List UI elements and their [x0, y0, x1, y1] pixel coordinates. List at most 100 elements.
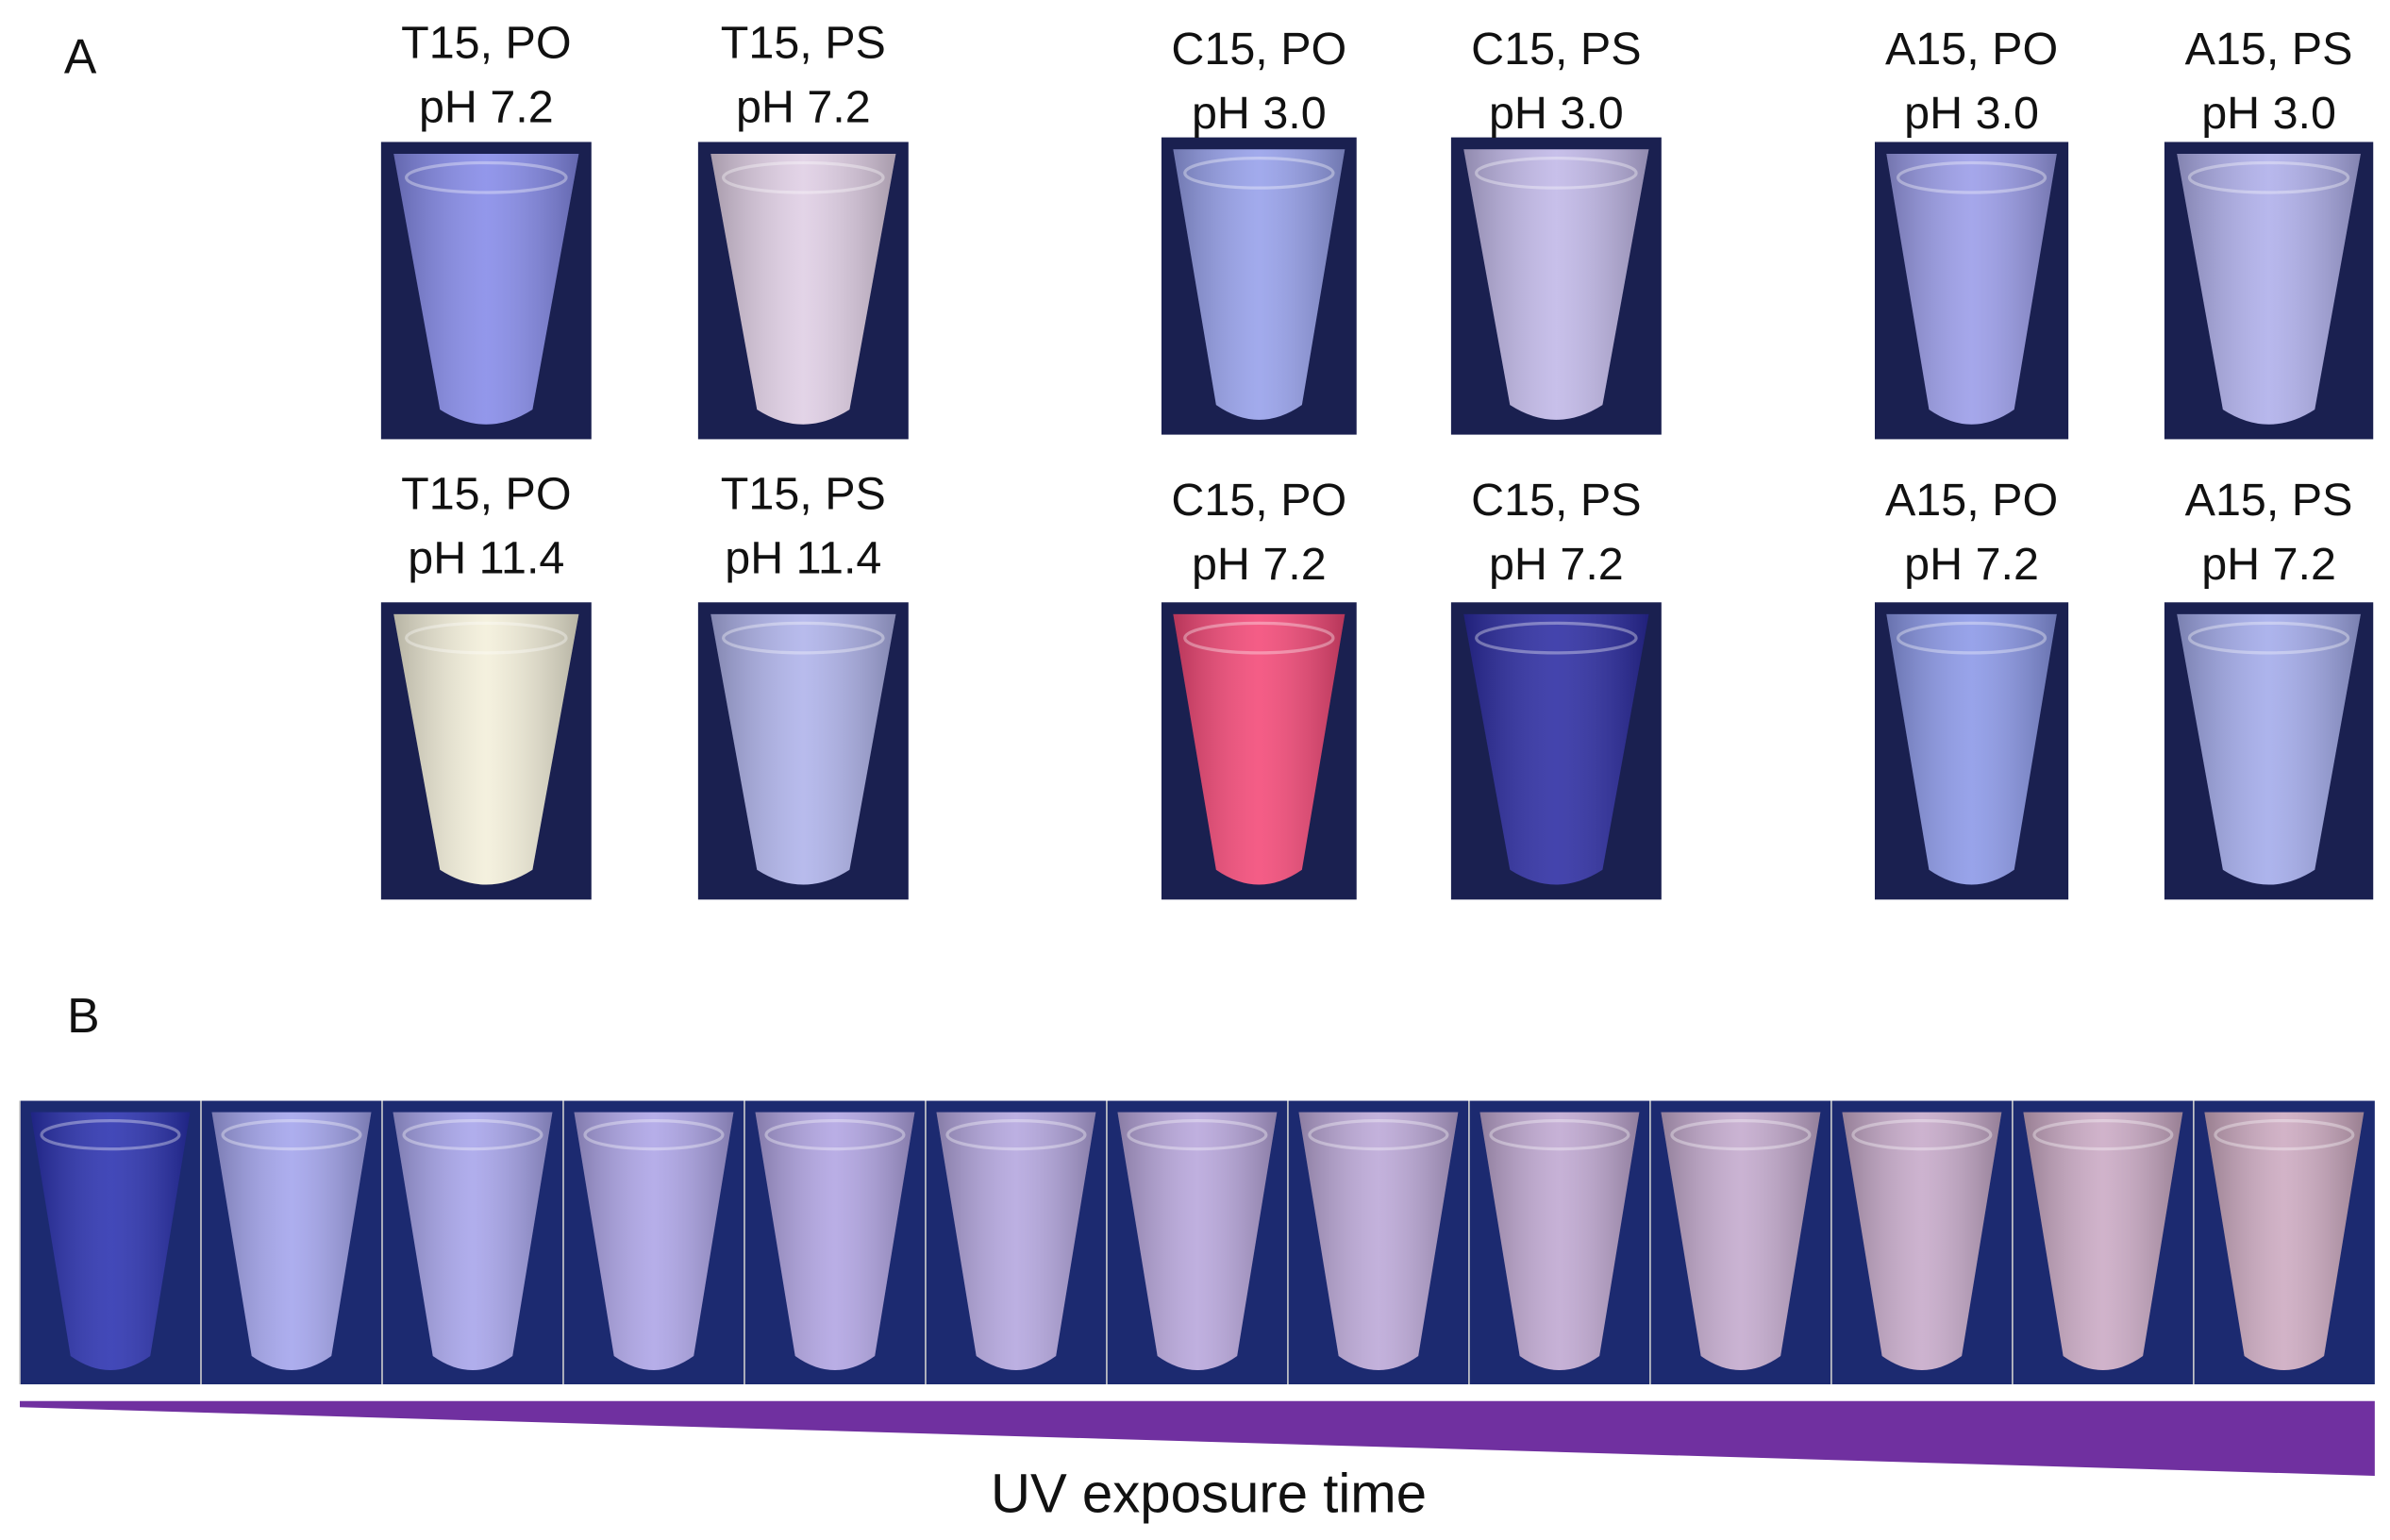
sample-photo — [1161, 137, 1357, 435]
sample-label: pH 7.2 — [1489, 539, 1624, 590]
sample-photo — [697, 142, 909, 440]
tube-rim — [1896, 160, 2047, 194]
sample-label: pH 7.2 — [1904, 539, 2039, 590]
sample-label: pH 7.2 — [419, 81, 554, 132]
sample-photo — [380, 142, 592, 440]
uv-frame — [925, 1100, 1107, 1385]
tube-shading — [1886, 154, 2057, 425]
uv-wedge — [20, 1400, 2375, 1476]
tube-rim — [1670, 1118, 1812, 1151]
uv-frame — [2012, 1100, 2194, 1385]
sample-label: C15, PO — [1171, 475, 1346, 526]
uv-frame — [744, 1100, 926, 1385]
uv-frame — [1287, 1100, 1469, 1385]
tube-rim — [764, 1118, 906, 1151]
panel-label: A — [64, 29, 97, 84]
tube-shading — [936, 1112, 1096, 1370]
tube-shading — [2177, 154, 2361, 425]
sample-label: C15, PS — [1471, 24, 1641, 75]
tube-shading — [755, 1112, 915, 1370]
uv-frame — [2193, 1100, 2375, 1385]
uv-frame — [200, 1100, 382, 1385]
uv-frame — [562, 1100, 744, 1385]
tube-rim — [402, 1118, 543, 1151]
tube-shading — [393, 154, 579, 425]
tube-rim — [722, 160, 885, 194]
tube-rim — [1127, 1118, 1268, 1151]
tube-rim — [221, 1118, 362, 1151]
sample-photo — [2164, 602, 2374, 900]
sample-label: A15, PS — [2185, 475, 2353, 526]
tube-rim — [404, 160, 568, 194]
sample-photo — [1874, 142, 2069, 440]
tube-rim — [1183, 621, 1335, 655]
tube-rim — [1896, 621, 2047, 655]
tube-rim — [1183, 157, 1335, 190]
tube-shading — [1173, 613, 1345, 885]
tube-rim — [722, 621, 885, 655]
tube-shading — [2023, 1112, 2183, 1370]
tube-rim — [2187, 621, 2350, 655]
sample-photo — [1874, 602, 2069, 900]
tube-shading — [393, 1112, 553, 1370]
tube-shading — [393, 613, 579, 885]
tube-rim — [1475, 157, 1638, 190]
uv-frame — [381, 1100, 563, 1385]
tube-rim — [1851, 1118, 1993, 1151]
uv-frame — [20, 1100, 201, 1385]
tube-rim — [40, 1118, 181, 1151]
tube-rim — [1475, 621, 1638, 655]
sample-label: C15, PS — [1471, 475, 1641, 526]
tube-shading — [710, 613, 896, 885]
tube-rim — [2214, 1118, 2355, 1151]
tube-shading — [1842, 1112, 2002, 1370]
sample-label: pH 7.2 — [1192, 539, 1327, 590]
sample-label: T15, PO — [401, 17, 571, 68]
tube-shading — [1886, 613, 2057, 885]
sample-label: pH 7.2 — [2201, 539, 2336, 590]
tube-shading — [30, 1112, 191, 1370]
sample-photo — [1450, 602, 1662, 900]
tube-rim — [2187, 160, 2350, 194]
tube-shading — [1173, 149, 1345, 420]
tube-shading — [2177, 613, 2361, 885]
uv-frame — [1468, 1100, 1650, 1385]
tube-shading — [1117, 1112, 1278, 1370]
tube-shading — [1298, 1112, 1459, 1370]
uv-frame — [1649, 1100, 1831, 1385]
sample-photo — [1161, 602, 1357, 900]
tube-rim — [1489, 1118, 1630, 1151]
sample-label: C15, PO — [1171, 24, 1346, 75]
sample-label: A15, PO — [1885, 475, 2058, 526]
sample-label: pH 3.0 — [1192, 88, 1327, 139]
sample-label: T15, PS — [721, 469, 886, 520]
uv-frame — [1106, 1100, 1288, 1385]
tube-shading — [1463, 613, 1649, 885]
tube-shading — [1463, 149, 1649, 420]
tube-shading — [574, 1112, 734, 1370]
sample-label: pH 11.4 — [725, 532, 881, 583]
sample-label: pH 3.0 — [1489, 88, 1624, 139]
tube-shading — [2204, 1112, 2365, 1370]
sample-photo — [2164, 142, 2374, 440]
tube-rim — [404, 621, 568, 655]
tube-rim — [583, 1118, 725, 1151]
tube-rim — [945, 1118, 1087, 1151]
sample-label: A15, PS — [2185, 24, 2353, 75]
uv-frame — [1830, 1100, 2013, 1385]
sample-photo — [1450, 137, 1662, 435]
tube-rim — [2032, 1118, 2174, 1151]
sample-label: pH 11.4 — [408, 532, 564, 583]
sample-label: T15, PO — [401, 469, 571, 520]
sample-photo — [697, 602, 909, 900]
sample-label: pH 3.0 — [2201, 88, 2336, 139]
sample-label: pH 7.2 — [736, 81, 871, 132]
tube-shading — [1661, 1112, 1821, 1370]
axis-label: UV exposure time — [991, 1464, 1427, 1525]
sample-photo — [380, 602, 592, 900]
panel-label: B — [67, 988, 99, 1043]
tube-rim — [1308, 1118, 1449, 1151]
tube-shading — [1479, 1112, 1640, 1370]
